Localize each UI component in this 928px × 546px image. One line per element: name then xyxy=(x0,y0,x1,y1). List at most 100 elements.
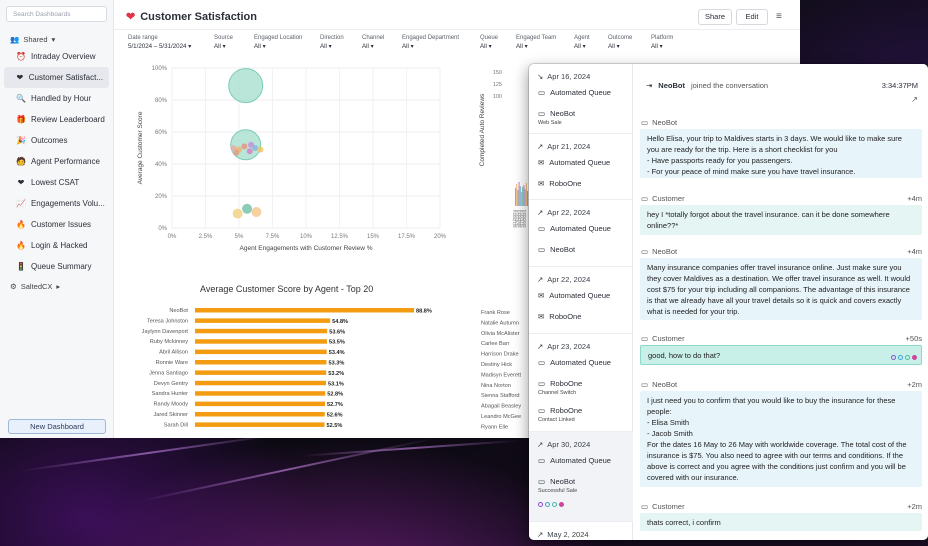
direction-arrow-icon: ↗ xyxy=(537,440,544,449)
sidebar-item-label: Login & Hacked xyxy=(31,241,88,250)
filter-dropdown[interactable]: Date range 5/1/2024 – 5/31/2024 ▾ xyxy=(128,35,191,50)
conversation-step-sublabel: Channel Switch xyxy=(538,390,577,396)
filter-dropdown[interactable]: Channel All ▾ xyxy=(362,35,384,50)
party-popper-icon: 🎉 xyxy=(16,136,26,145)
fire-icon: 🔥 xyxy=(16,241,26,250)
filter-value-text: All xyxy=(362,43,369,50)
conversation-step: ✉ Automated Queue xyxy=(538,158,610,167)
bar-category-label: Madisyn Everett xyxy=(481,372,522,378)
sidebar-item[interactable]: 🎁 Review Leaderboard xyxy=(4,109,109,130)
y-axis-label: Completed Auto Reviews xyxy=(479,93,486,166)
conversation-date-text: May 2, 2024 xyxy=(547,530,589,539)
scatter-point xyxy=(246,148,253,155)
bar-value-label: 54.8% xyxy=(332,319,348,325)
bar-value-label: 53.3% xyxy=(328,361,344,367)
filter-value: All ▾ xyxy=(402,43,459,50)
bar xyxy=(195,328,328,334)
conversation-step-label: NeoBot xyxy=(550,477,576,486)
filter-value-text: All xyxy=(516,43,523,50)
bar-category-label: Destiny Hick xyxy=(481,362,512,368)
bar-value-label: 52.6% xyxy=(327,413,343,419)
message-time-delta: +4m xyxy=(907,247,922,256)
y-tick-label: 100% xyxy=(152,66,168,72)
sidebar-item[interactable]: 🧑 Agent Performance xyxy=(4,151,109,172)
filter-dropdown[interactable]: Outcome All ▾ xyxy=(608,35,632,50)
sidebar-item[interactable]: 🚦 Queue Summary xyxy=(4,256,109,277)
conversation-step-label: Automated Queue xyxy=(549,158,611,167)
page-title-text: Customer Satisfaction xyxy=(140,10,257,23)
sidebar-item[interactable]: ❤ Lowest CSAT xyxy=(4,172,109,193)
search-dashboards-input[interactable]: Search Dashboards xyxy=(6,6,107,22)
scatter-point xyxy=(230,145,237,151)
message-bubble[interactable]: thats correct, i confirm xyxy=(640,513,922,531)
filter-label: Date range xyxy=(128,35,158,41)
message-author: ▭ NeoBot xyxy=(641,380,677,389)
conversation-item[interactable]: ↗ Apr 30, 2024 ▭ Automated Queue ▭ NeoBot Succ… xyxy=(529,432,633,522)
conversation-item[interactable]: ↗ May 2, 2024 xyxy=(529,522,633,540)
filter-dropdown[interactable]: Engaged Department All ▾ xyxy=(402,35,459,50)
sidebar-item[interactable]: 🔥 Login & Hacked xyxy=(4,235,109,256)
sidebar-item-label: Handled by Hour xyxy=(31,94,92,103)
x-axis-label: Agent Engagements with Customer Review % xyxy=(240,245,373,252)
filter-value: All ▾ xyxy=(574,43,590,50)
conversation-step-label: RoboOne xyxy=(550,379,583,388)
filter-dropdown[interactable]: Engaged Location All ▾ xyxy=(254,35,302,50)
message-bubble[interactable]: Many insurance companies offer travel in… xyxy=(640,258,922,320)
filter-value: 5/1/2024 – 5/31/2024 ▾ xyxy=(128,43,191,50)
sidebar-item[interactable]: ⏰ Intraday Overview xyxy=(4,46,109,67)
conversation-item[interactable]: ↗ Apr 23, 2024 ▭ Automated Queue ▭ RoboOne Cha… xyxy=(529,334,633,432)
conversation-item[interactable]: ↘ Apr 16, 2024 ▭ Automated Queue ▭ NeoBot Web … xyxy=(529,64,633,134)
filter-label: Engaged Team xyxy=(516,35,557,41)
sidebar-item-label: Review Leaderboard xyxy=(30,115,105,124)
scatter-point xyxy=(233,149,240,156)
bar-category-label: Leandro McGee xyxy=(481,414,521,420)
conversation-item[interactable]: ↗ Apr 21, 2024 ✉ Automated Queue ✉ RoboOne xyxy=(529,134,633,200)
message-bubble[interactable]: I just need you to confirm that you woul… xyxy=(640,391,922,487)
edit-button[interactable]: Edit xyxy=(736,9,768,25)
sidebar-item[interactable]: 📈 Engagements Volu... xyxy=(4,193,109,214)
conversation-step: ▭ NeoBot xyxy=(538,109,575,118)
conversation-step-sublabel: Contact Linked xyxy=(538,417,575,423)
filter-dropdown[interactable]: Queue All ▾ xyxy=(480,35,498,50)
filter-dropdown[interactable]: Direction All ▾ xyxy=(320,35,344,50)
filter-dropdown[interactable]: Platform All ▾ xyxy=(651,35,673,50)
filter-dropdown[interactable]: Agent All ▾ xyxy=(574,35,590,50)
conversation-step: ▭ Automated Queue xyxy=(538,358,611,367)
bar-value-label: 52.8% xyxy=(327,392,343,398)
conversation-step-label: Automated Queue xyxy=(550,456,611,465)
sentiment-dot xyxy=(891,355,896,360)
filter-dropdown[interactable]: Source All ▾ xyxy=(214,35,233,50)
x-tick-label: 7.5% xyxy=(266,234,280,240)
chevron-down-icon: ▾ xyxy=(486,43,492,50)
menu-icon[interactable]: ≡ xyxy=(776,11,782,22)
filter-dropdown[interactable]: Engaged Team All ▾ xyxy=(516,35,556,50)
scatter-chart: 100% 80% 60% 40% 20% 0%0% 2.5% 5% 7.5% 10% 12.5% 15… xyxy=(137,66,447,252)
share-button[interactable]: Share xyxy=(698,9,732,25)
page-title: ❤ Customer Satisfaction xyxy=(126,10,257,24)
sidebar-item[interactable]: ❤ Customer Satisfact... xyxy=(4,67,109,88)
message-time-delta: +2m xyxy=(907,380,922,389)
message-bubble[interactable]: hey I *totally forgot about the travel i… xyxy=(640,205,922,235)
message-bubble[interactable]: good, how to do that? xyxy=(640,345,922,365)
filter-label: Engaged Department xyxy=(402,35,460,41)
filter-value-text: 5/1/2024 – 5/31/2024 xyxy=(128,43,187,50)
external-link-icon[interactable]: ↗ xyxy=(911,95,918,104)
conversation-item[interactable]: ↗ Apr 22, 2024 ✉ Automated Queue ✉ RoboOne xyxy=(529,267,633,334)
sidebar-item[interactable]: 🔥 Customer Issues xyxy=(4,214,109,235)
new-dashboard-button[interactable]: New Dashboard xyxy=(8,419,106,434)
conversation-item[interactable]: ↗ Apr 22, 2024 ▭ Automated Queue ▭ NeoBot xyxy=(529,200,633,267)
org-section-toggle[interactable]: ⚙ SaltedCX ▸ xyxy=(0,279,113,293)
direction-arrow-icon: ↗ xyxy=(537,530,544,539)
shared-section-toggle[interactable]: 👥 Shared ▾ xyxy=(0,32,113,46)
message-author: ▭ Customer xyxy=(641,334,685,343)
sidebar-item[interactable]: 🔍 Handled by Hour xyxy=(4,88,109,109)
bar-category-label: Nina Norton xyxy=(481,383,511,389)
chevron-down-icon: ▾ xyxy=(260,43,266,50)
message-bubble[interactable]: Hello Elisa, your trip to Maldives start… xyxy=(640,129,922,178)
sidebar-item[interactable]: 🎉 Outcomes xyxy=(4,130,109,151)
conversation-step-label: Automated Queue xyxy=(550,224,611,233)
filter-value: All ▾ xyxy=(651,43,673,50)
filter-label: Source xyxy=(214,35,234,41)
chat-icon: ▭ xyxy=(538,109,546,118)
bar xyxy=(195,422,325,427)
